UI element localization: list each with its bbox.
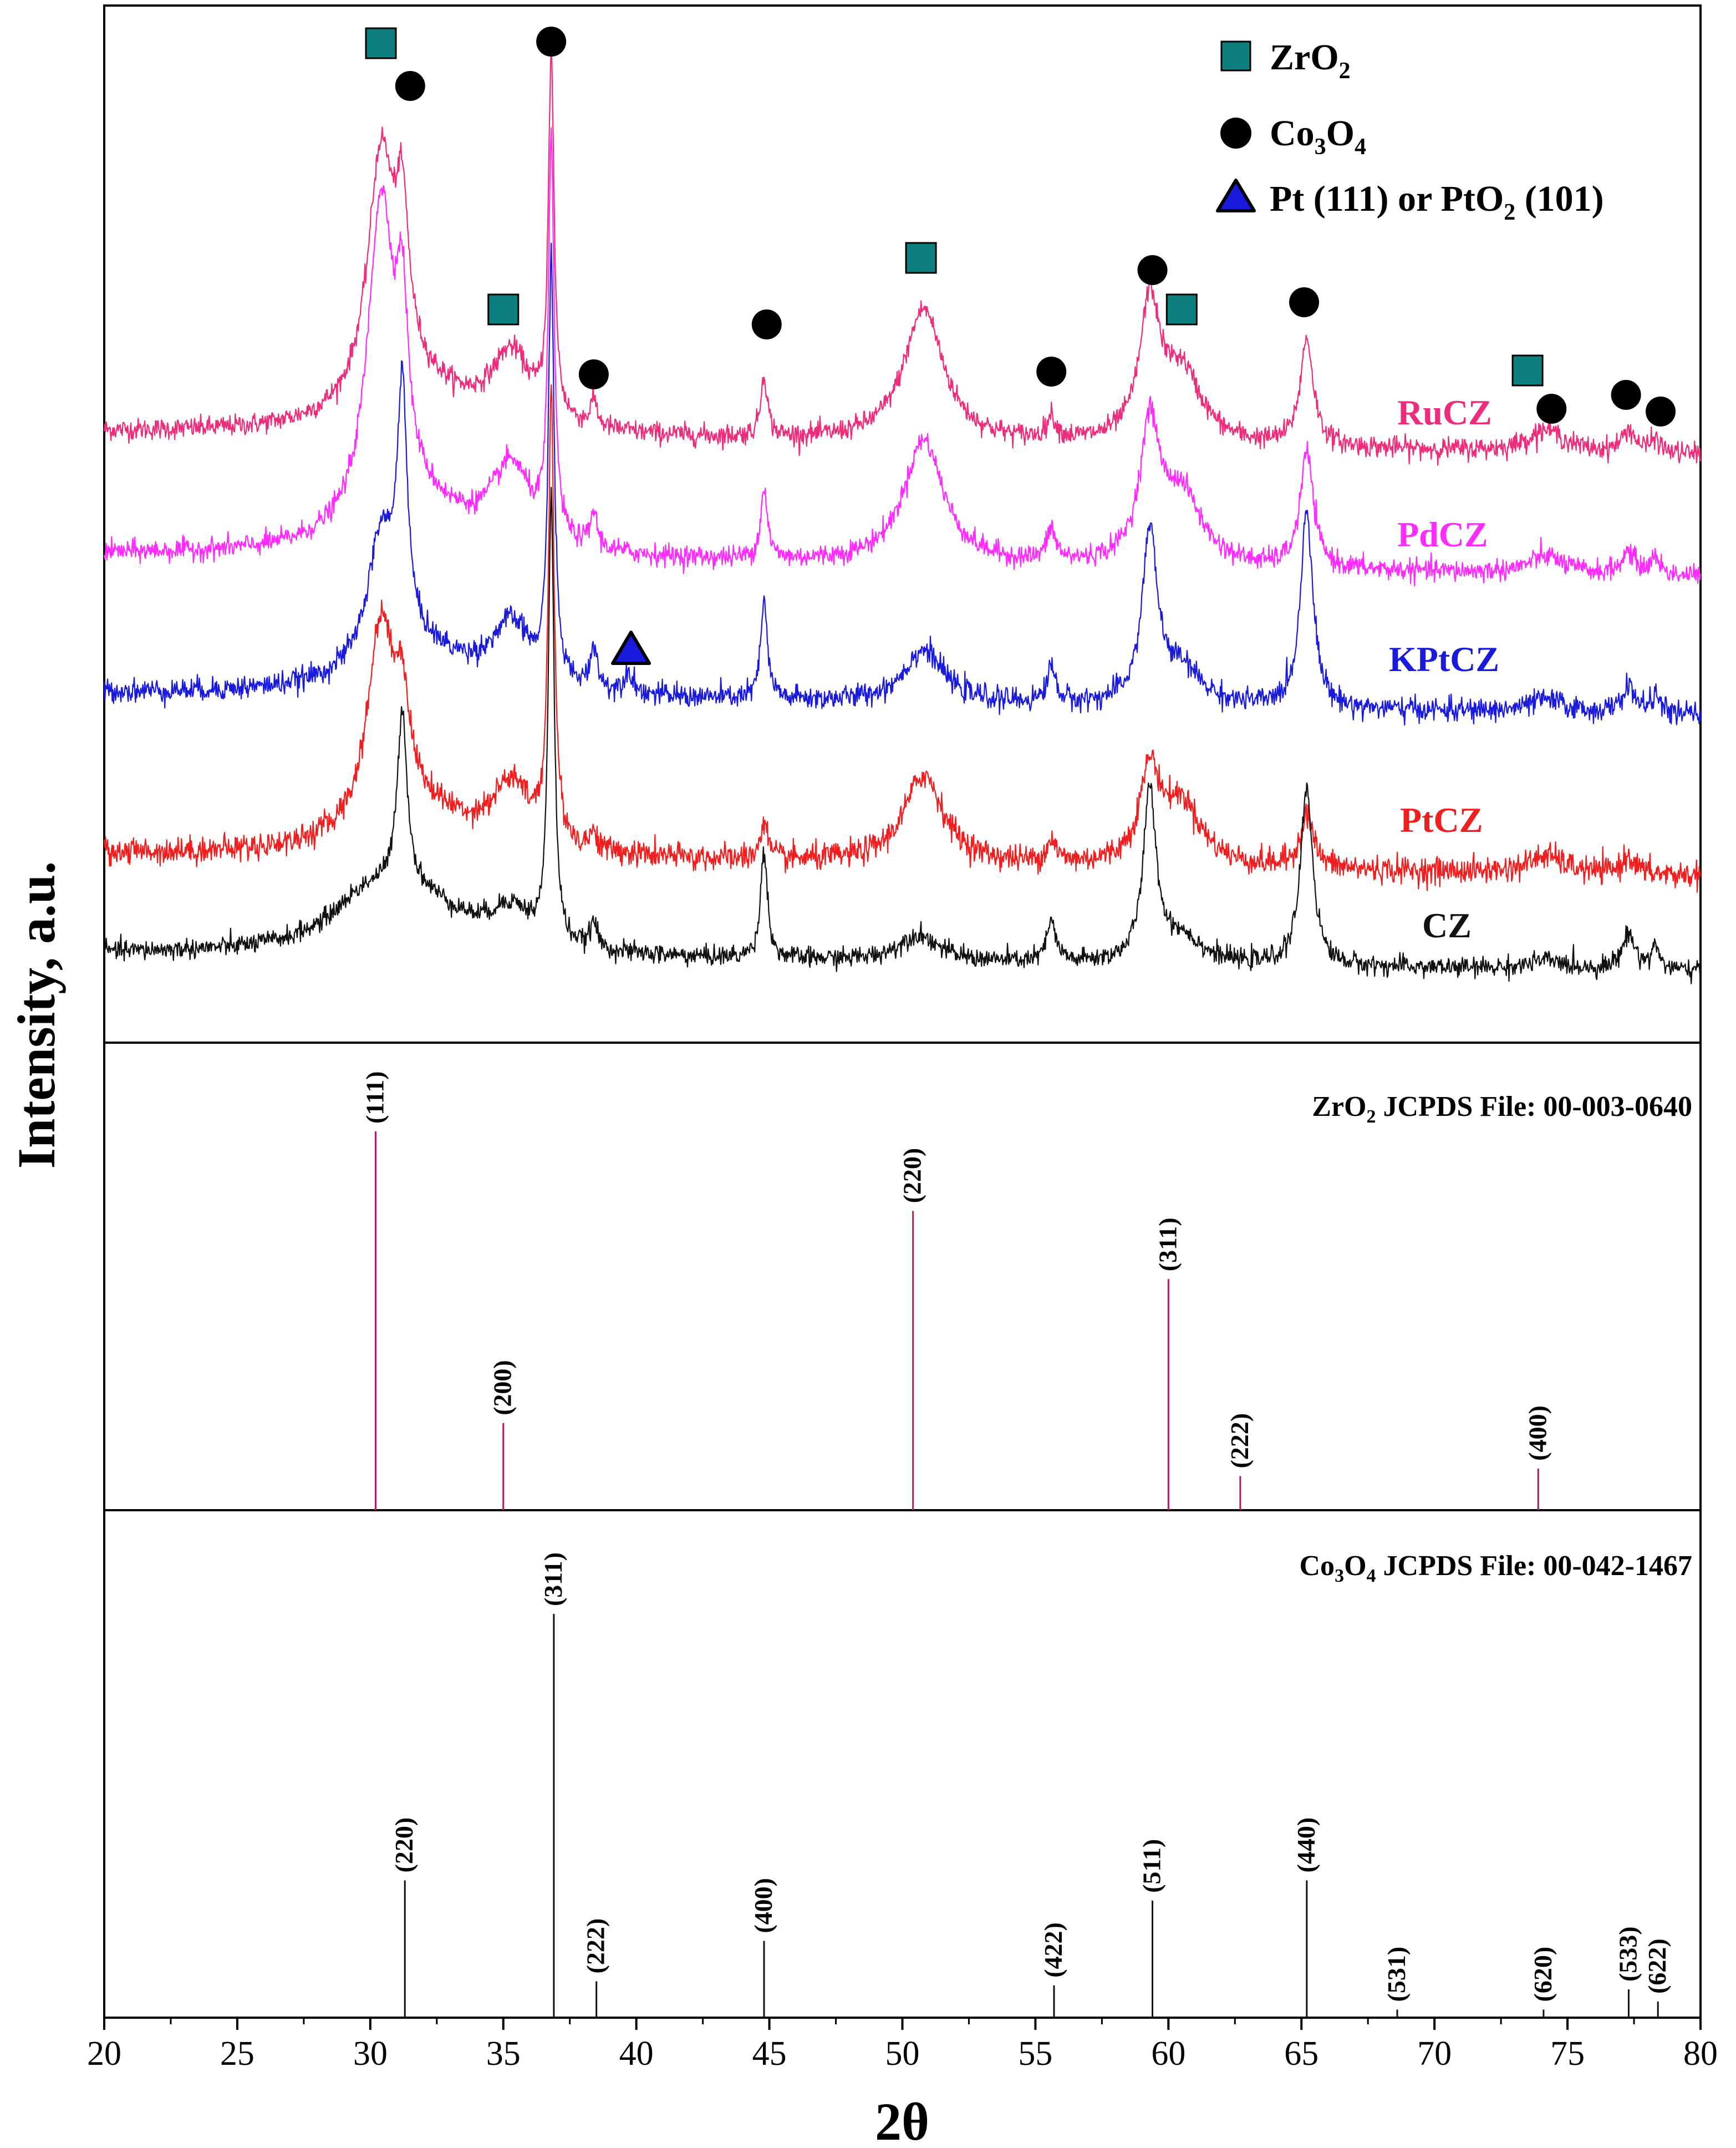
series-label-rucz: RuCZ xyxy=(1397,393,1492,432)
phase-marker-co3o4-1 xyxy=(395,71,425,101)
series-rucz-line xyxy=(103,47,1702,466)
x-tick-label-35: 35 xyxy=(486,2035,521,2073)
series-kptcz-line xyxy=(103,242,1702,726)
phase-marker-co3o4-2 xyxy=(536,27,567,57)
x-tick-label-45: 45 xyxy=(752,2035,787,2073)
xrd-series-group xyxy=(103,47,1702,984)
x-tick-label-75: 75 xyxy=(1550,2035,1585,2073)
legend-pt-label: Pt (111) or PtO2 (101) xyxy=(1270,179,1604,225)
phase-marker-zro2-6 xyxy=(905,242,937,274)
zro2-hkl-label-1: (200) xyxy=(488,1360,517,1415)
co3o4-hkl-label-4: (422) xyxy=(1039,1922,1067,1978)
co3o4-reference-title: Co3O4 JCPDS File: 00-042-1467 xyxy=(1300,1550,1693,1586)
co3o4-hkl-label-0: (220) xyxy=(390,1817,418,1873)
co3o4-hkl-label-7: (531) xyxy=(1382,1947,1411,2002)
phase-marker-co3o4-10 xyxy=(1289,287,1320,317)
series-label-ptcz: PtCZ xyxy=(1400,800,1483,840)
phase-marker-zro2-11 xyxy=(1511,354,1544,387)
x-tick-label-25: 25 xyxy=(220,2035,254,2073)
y-axis-title: Intensity, a.u. xyxy=(7,861,66,1169)
co3o4-hkl-label-2: (222) xyxy=(582,1918,610,1974)
x-tick-label-20: 20 xyxy=(87,2035,121,2073)
phase-marker-pt-15 xyxy=(611,631,651,665)
x-tick-label-55: 55 xyxy=(1018,2035,1052,2073)
x-tick-label-70: 70 xyxy=(1417,2035,1452,2073)
legend-pt-marker xyxy=(1216,179,1256,212)
co3o4-hkl-label-3: (400) xyxy=(749,1878,777,1933)
series-label-cz: CZ xyxy=(1422,906,1472,945)
phase-marker-co3o4-4 xyxy=(578,359,609,389)
x-tick-label-30: 30 xyxy=(353,2035,388,2073)
series-label-pdcz: PdCZ xyxy=(1397,515,1488,554)
phase-marker-zro2-0 xyxy=(365,27,397,59)
series-ptcz-line xyxy=(103,384,1702,893)
co3o4-hkl-label-1: (311) xyxy=(539,1552,567,1606)
series-cz-line xyxy=(103,486,1702,984)
phase-marker-co3o4-7 xyxy=(1036,357,1067,387)
phase-marker-co3o4-12 xyxy=(1536,394,1567,424)
x-tick-label-65: 65 xyxy=(1284,2035,1318,2073)
co3o4-hkl-label-9: (533) xyxy=(1613,1926,1642,1982)
x-axis-ticks: 20 25 30 35 40 45 50 55 60 65 70 75 80 xyxy=(87,2018,1718,2073)
legend-co3o4-marker xyxy=(1220,118,1251,149)
x-axis-title: 2θ xyxy=(875,2092,929,2148)
reference-lines-group: (111) (200) (220) (311) (222) (400) (220) (311)… xyxy=(360,1071,1671,2018)
zro2-hkl-label-4: (222) xyxy=(1225,1413,1254,1469)
zro2-hkl-label-0: (111) xyxy=(360,1071,389,1124)
series-label-kptcz: KPtCZ xyxy=(1389,639,1499,679)
co3o4-hkl-label-6: (440) xyxy=(1292,1817,1320,1873)
phase-markers-group xyxy=(365,27,1676,665)
phase-marker-zro2-3 xyxy=(487,293,520,326)
zro2-reference-title: ZrO2 JCPDS File: 00-003-0640 xyxy=(1312,1091,1692,1127)
legend-zro2-label: ZrO2 xyxy=(1270,37,1351,84)
zro2-hkl-label-3: (311) xyxy=(1153,1217,1182,1271)
co3o4-hkl-label-8: (620) xyxy=(1529,1947,1557,2002)
x-tick-label-60: 60 xyxy=(1151,2035,1185,2073)
co3o4-hkl-label-5: (511) xyxy=(1138,1839,1166,1893)
series-pdcz-line xyxy=(103,127,1702,587)
co3o4-hkl-label-10: (622) xyxy=(1643,1938,1671,1994)
x-tick-label-40: 40 xyxy=(619,2035,654,2073)
zro2-hkl-label-2: (220) xyxy=(898,1148,926,1204)
phase-marker-zro2-9 xyxy=(1165,293,1198,326)
phase-marker-co3o4-5 xyxy=(751,309,782,339)
zro2-hkl-label-5: (400) xyxy=(1523,1405,1551,1461)
x-tick-label-50: 50 xyxy=(885,2035,920,2073)
legend-co3o4-label: Co3O4 xyxy=(1270,113,1366,160)
phase-marker-co3o4-8 xyxy=(1137,255,1168,285)
phase-marker-co3o4-14 xyxy=(1646,397,1676,426)
phase-marker-co3o4-13 xyxy=(1611,380,1641,410)
x-tick-label-80: 80 xyxy=(1683,2035,1718,2073)
legend-zro2-marker xyxy=(1220,40,1251,72)
